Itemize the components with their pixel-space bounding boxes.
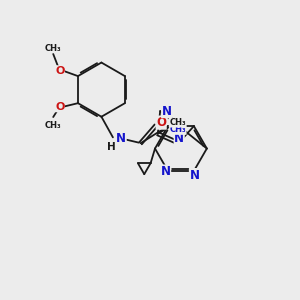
Text: H: H	[107, 142, 116, 152]
Text: CH₃: CH₃	[169, 118, 186, 127]
Text: CH₃: CH₃	[169, 125, 186, 134]
Text: N: N	[116, 132, 126, 145]
Text: O: O	[55, 66, 64, 76]
Text: N: N	[190, 169, 200, 182]
Text: N: N	[174, 132, 184, 146]
Text: O: O	[156, 116, 166, 129]
Text: O: O	[55, 102, 64, 112]
Text: N: N	[160, 165, 171, 178]
Text: CH₃: CH₃	[45, 121, 62, 130]
Text: CH₃: CH₃	[45, 44, 62, 52]
Text: N: N	[162, 105, 172, 118]
